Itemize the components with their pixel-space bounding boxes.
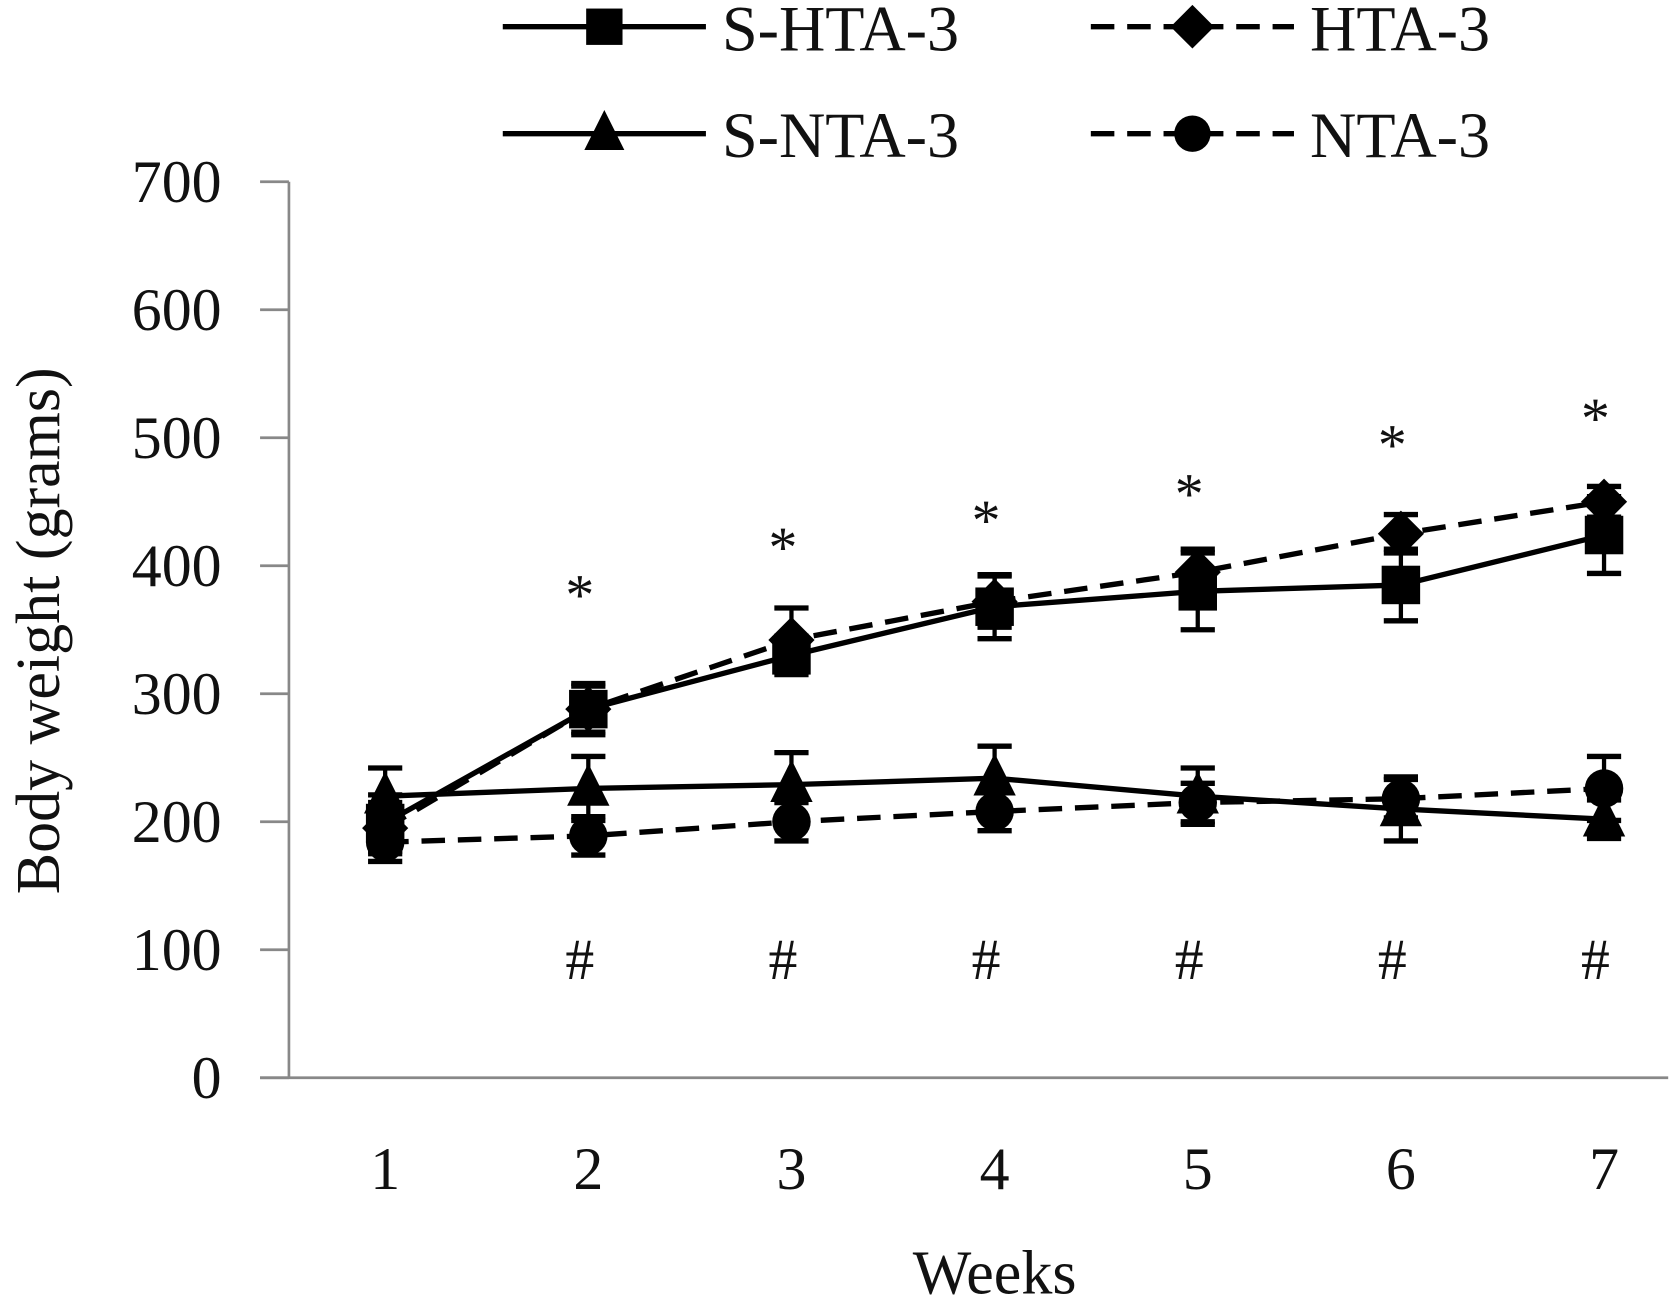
significance-asterisk: * [1581,388,1610,451]
diamond-marker [1170,4,1215,49]
series-hta-3 [362,478,1628,857]
significance-asterisk: * [768,517,797,580]
y-tick-label: 500 [132,405,222,471]
significance-asterisk: * [1175,463,1204,526]
triangle-marker [584,110,625,151]
significance-hash: # [972,929,1001,992]
x-tick-label: 7 [1589,1136,1619,1202]
x-tick-label: 5 [1183,1136,1213,1202]
triangle-marker [363,771,407,814]
circle-marker [365,822,405,862]
legend-item-s-nta-3: S-NTA-3 [502,100,959,171]
significance-hash: # [768,929,797,992]
legend-item-nta-3: NTA-3 [1090,100,1490,171]
diamond-marker [1174,549,1221,596]
annotations: * * * * * * # # # # # # [565,388,1610,992]
legend-label: HTA-3 [1310,0,1490,64]
diamond-marker [971,578,1018,625]
diamond-marker [1377,510,1424,557]
circle-marker [975,792,1014,831]
legend-item-s-hta-3: S-HTA-3 [502,0,959,64]
significance-asterisk: * [565,564,594,627]
triangle-marker [567,763,610,806]
triangle-marker [770,759,813,802]
y-tick-label: 100 [132,917,222,983]
circle-marker [772,802,811,841]
legend-label: S-NTA-3 [722,100,959,171]
series-group [362,478,1628,865]
legend-label: S-HTA-3 [722,0,959,64]
circle-marker [569,816,608,856]
x-tick-label: 3 [776,1136,806,1202]
significance-asterisk: * [1378,415,1407,478]
axes: 0 100 200 300 400 500 600 700 1 2 3 4 5 6 7 [132,149,1669,1202]
y-tick-label: 600 [132,277,222,343]
y-tick-label: 700 [132,149,222,215]
y-tick-label: 0 [192,1045,222,1111]
square-marker [586,8,623,45]
circle-marker [1174,115,1211,152]
circle-marker [1178,783,1217,822]
significance-hash: # [565,929,594,992]
x-tick-label: 4 [980,1136,1010,1202]
significance-asterisk: * [972,490,1001,553]
legend: S-HTA-3 HTA-3 S-NTA-3 NTA-3 [502,0,1490,171]
significance-hash: # [1378,929,1407,992]
significance-hash: # [1175,929,1204,992]
y-tick-label: 200 [132,789,222,855]
square-marker [1381,565,1421,605]
x-axis-label: Weeks [913,1240,1077,1298]
circle-marker [1584,769,1624,808]
y-tick-label: 300 [132,661,222,727]
significance-hash: # [1581,929,1610,992]
x-tick-label: 1 [370,1136,400,1202]
x-tick-label: 6 [1386,1136,1416,1202]
y-tick-label: 400 [132,533,222,599]
legend-item-hta-3: HTA-3 [1090,0,1490,64]
y-axis-label: Body weight (grams) [5,367,73,894]
series-nta-3 [365,753,1624,865]
x-tick-label: 2 [573,1136,603,1202]
diamond-marker [1580,478,1628,525]
legend-label: NTA-3 [1310,100,1490,171]
circle-marker [1381,779,1421,818]
triangle-marker [973,753,1016,796]
